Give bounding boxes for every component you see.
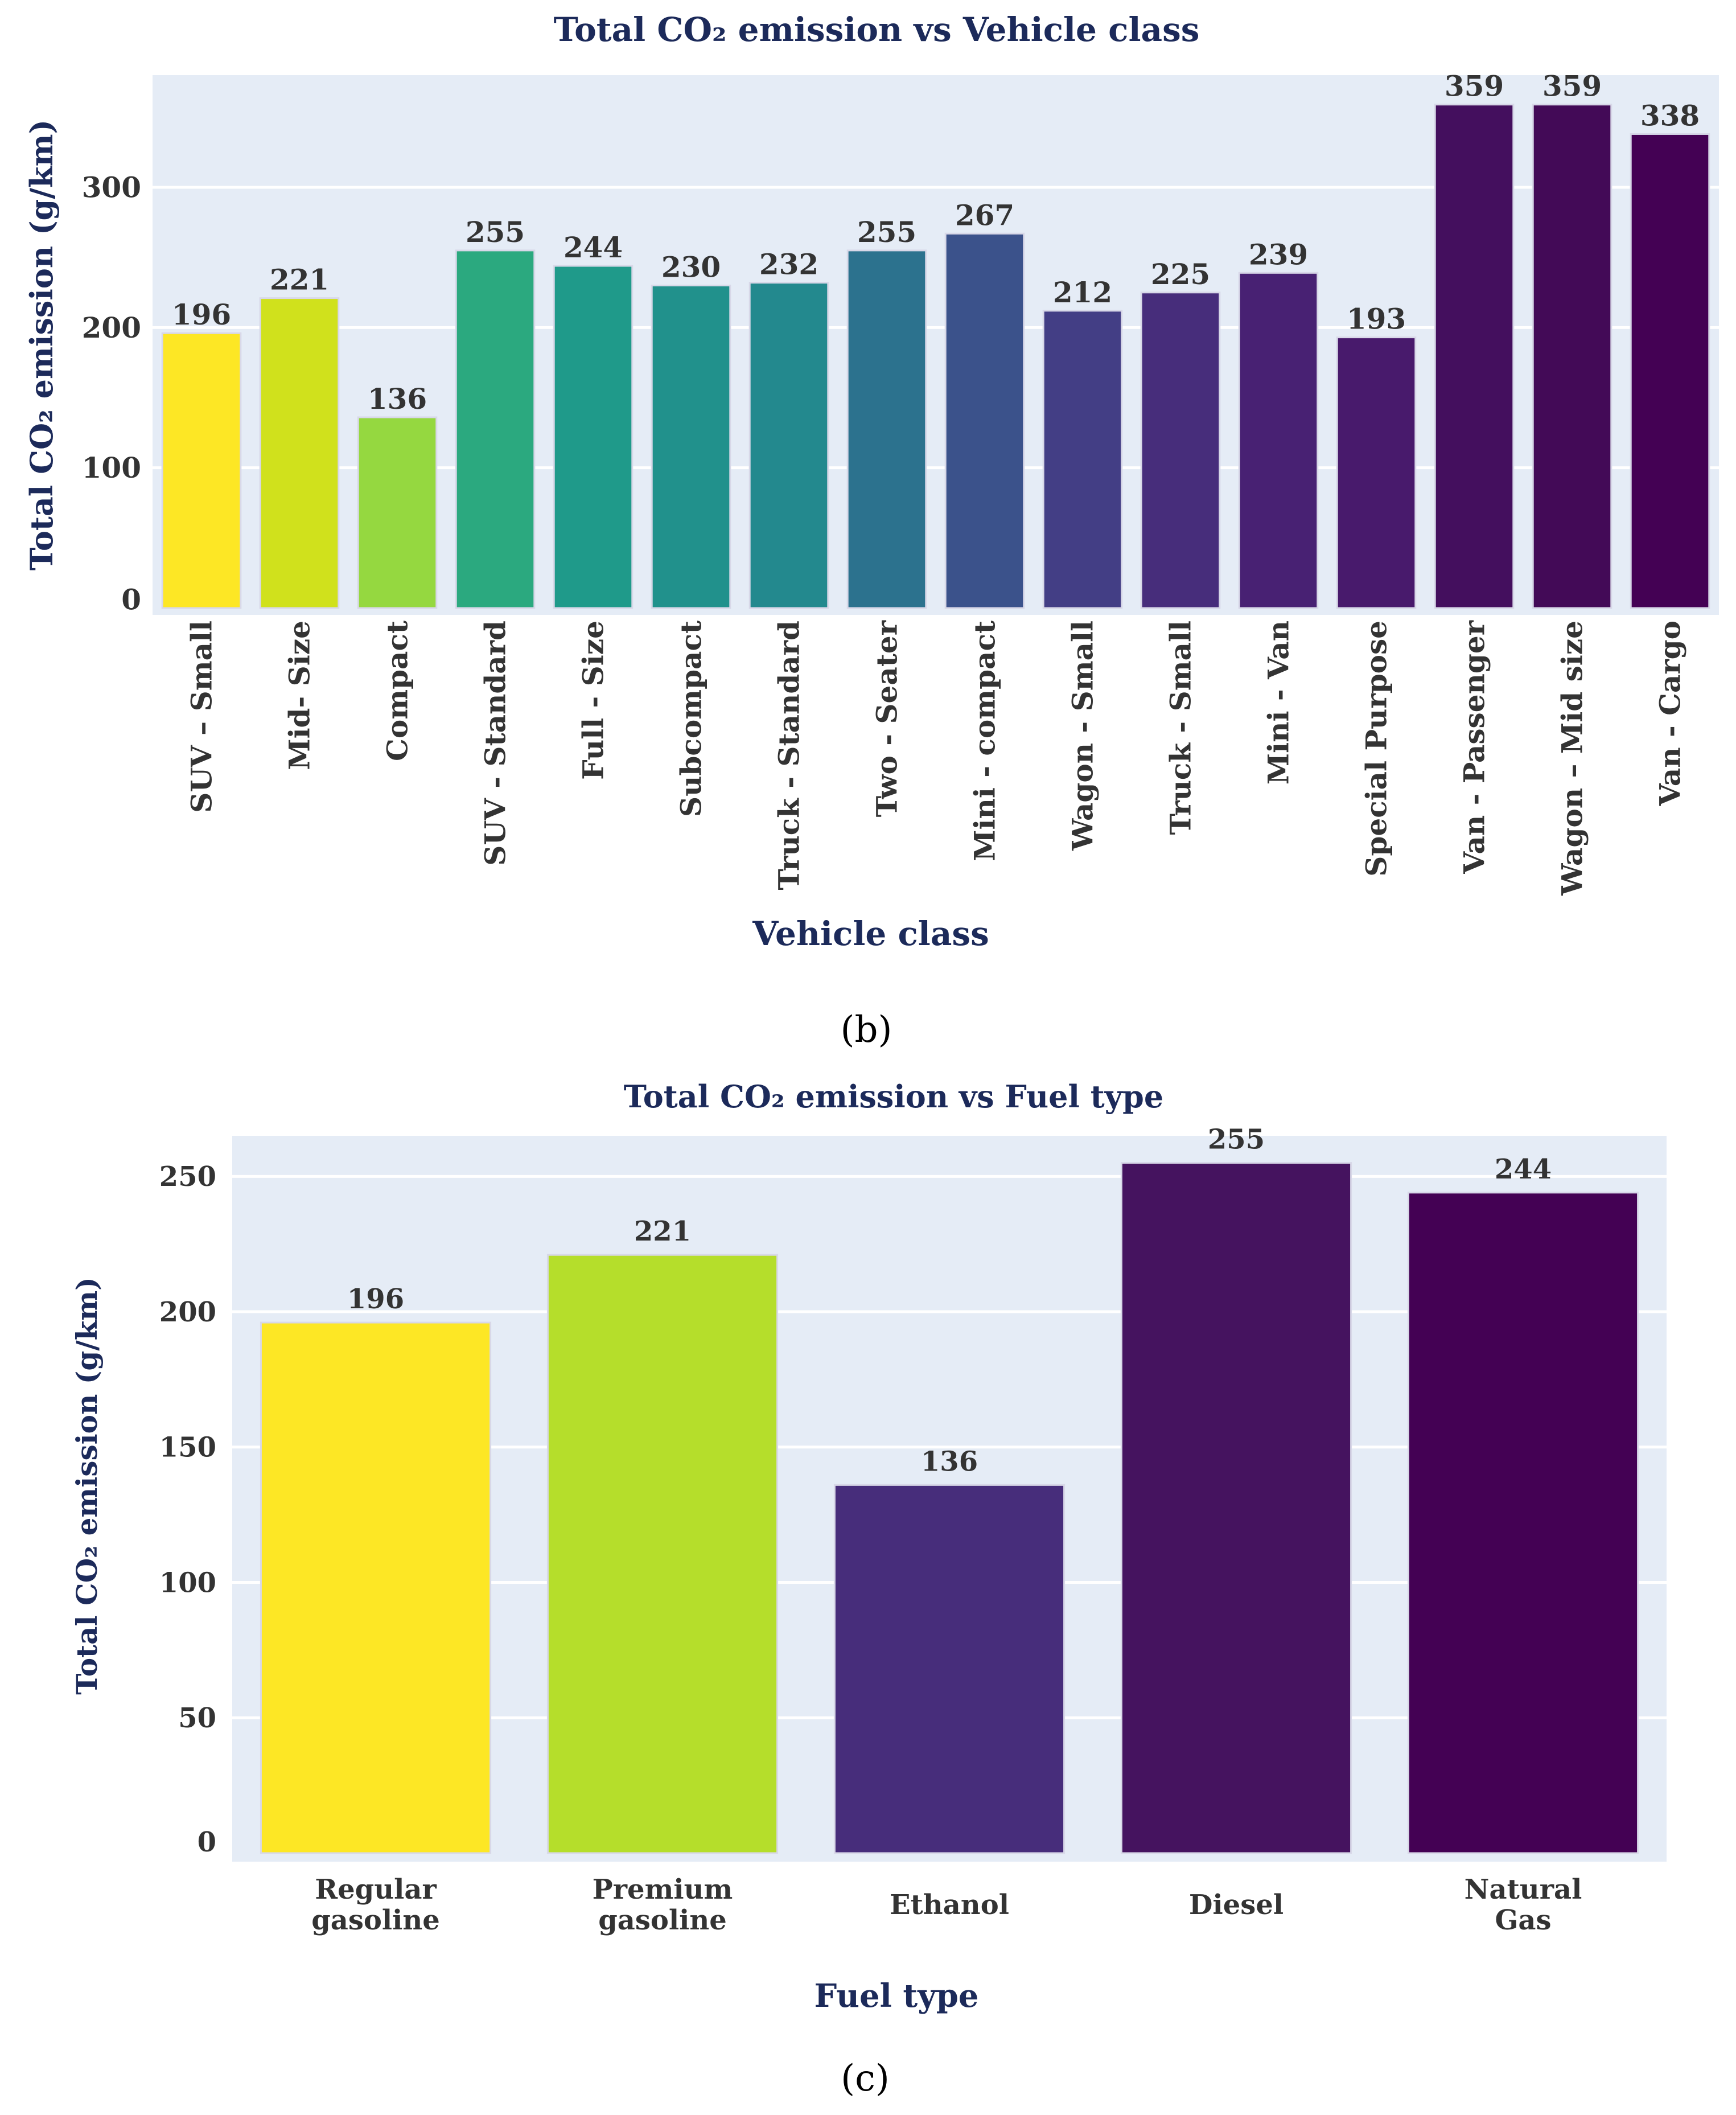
x-axis-title-vehicle-class: Vehicle class: [752, 914, 989, 953]
data-label: 244: [1495, 1153, 1552, 1185]
data-label: 221: [634, 1215, 691, 1247]
data-label: 232: [759, 248, 818, 281]
y-tick-label: 200: [159, 1296, 216, 1328]
x-tick-label: Natural Gas: [1465, 1874, 1582, 1936]
data-label: 244: [563, 231, 623, 264]
x-tick-label: Compact: [381, 621, 414, 761]
x-tick-label: Mini - Van: [1262, 621, 1295, 785]
bar: [1140, 291, 1221, 609]
x-tick-label: Mini - compact: [968, 621, 1002, 861]
bar: [748, 282, 829, 609]
x-tick-label: Ethanol: [890, 1889, 1009, 1921]
x-tick-label: Van - Cargo: [1653, 621, 1687, 806]
y-tick-label: 250: [159, 1161, 216, 1193]
data-label: 230: [661, 250, 721, 284]
bar: [546, 1254, 779, 1854]
x-tick-label: Van - Passenger: [1458, 620, 1491, 874]
data-label: 196: [347, 1283, 404, 1315]
bar: [553, 265, 633, 609]
chart-title-fuel-type: Total CO₂ emission vs Fuel type: [624, 1078, 1163, 1115]
data-label: 225: [1151, 257, 1210, 291]
bars-vehicle-class: 196 221 136 255 244 230 232 255 267 212 225 239 193 3…: [161, 69, 1710, 609]
chart-title-vehicle-class: Total CO₂ emission vs Vehicle class: [554, 10, 1200, 49]
x-ticks-fuel-type: Regular gasoline Premium gasoline Ethanol Die…: [311, 1874, 1582, 1936]
bar: [833, 1484, 1066, 1854]
y-axis-title-vehicle-class: Total CO₂ emission (g/km): [23, 120, 60, 570]
data-label: 267: [955, 198, 1014, 232]
x-tick-label: SUV – Small: [185, 621, 219, 813]
data-label: 239: [1249, 237, 1308, 271]
x-tick-label: Truck - Standard: [772, 621, 806, 890]
y-axis-title-fuel-type: Total CO₂ emission (g/km): [70, 1277, 104, 1695]
x-axis-title-fuel-type: Fuel type: [814, 1977, 978, 2015]
data-label: 212: [1053, 276, 1112, 309]
bar: [846, 249, 927, 609]
data-label: 136: [921, 1445, 978, 1477]
bar: [944, 232, 1025, 609]
y-ticks-vehicle-class: 0 100 200 300: [82, 171, 141, 617]
bar: [260, 1321, 492, 1854]
bar: [455, 249, 536, 609]
bars-fuel-type: 196 221 136 255 244: [260, 1124, 1639, 1854]
bar: [161, 332, 242, 609]
data-label: 196: [172, 298, 231, 331]
x-tick-label: Wagon - Small: [1066, 621, 1100, 851]
x-tick-label: Wagon – Mid size: [1556, 621, 1589, 896]
x-tick-label: Two - Seater: [870, 620, 904, 817]
x-tick-label: Special Purpose: [1360, 621, 1393, 877]
x-tick-label: Mid- Size: [283, 621, 316, 770]
y-tick-label: 200: [82, 311, 141, 344]
x-tick-label: Premium gasoline: [593, 1874, 733, 1936]
bar: [259, 297, 340, 609]
bar: [1238, 272, 1319, 609]
bar: [1407, 1192, 1639, 1854]
bar: [1630, 133, 1710, 609]
y-tick-label: 100: [159, 1567, 216, 1599]
x-ticks-vehicle-class: SUV – Small Mid- Size Compact SUV - Standar…: [185, 620, 1687, 896]
bar: [1434, 104, 1515, 609]
chart-fuel-type: Total CO₂ emission vs Fuel type 196 221 13…: [70, 1078, 1667, 2100]
x-tick-label: Truck - Small: [1164, 621, 1198, 835]
x-tick-label: Regular gasoline: [311, 1874, 440, 1936]
y-tick-label: 300: [82, 171, 141, 204]
x-tick-label: Full - Size: [577, 621, 610, 780]
y-tick-label: 150: [159, 1432, 216, 1464]
bar: [1120, 1162, 1352, 1854]
data-label: 255: [466, 215, 525, 249]
x-tick-label: Diesel: [1189, 1889, 1284, 1921]
data-label: 136: [368, 382, 427, 416]
panel-label-c: (c): [841, 2057, 890, 2100]
data-label: 221: [270, 263, 329, 297]
y-tick-label: 0: [121, 583, 141, 617]
bar: [651, 284, 731, 609]
data-label: 359: [1445, 69, 1504, 103]
bar: [1532, 104, 1612, 609]
bar: [1042, 310, 1123, 609]
data-label: 193: [1347, 302, 1406, 336]
bar: [357, 416, 438, 609]
data-label: 359: [1542, 69, 1602, 103]
chart-vehicle-class: Total CO₂ emission vs Vehicle class 196 2…: [23, 10, 1719, 1051]
y-tick-label: 100: [82, 451, 141, 484]
data-label: 338: [1640, 98, 1700, 132]
x-tick-label: Subcompact: [674, 621, 708, 817]
bar: [1336, 336, 1417, 609]
data-label: 255: [1208, 1124, 1265, 1156]
data-label: 255: [857, 215, 916, 249]
panel-label-b: (b): [841, 1009, 892, 1051]
y-tick-label: 50: [178, 1702, 216, 1734]
x-tick-label: SUV - Standard: [479, 621, 512, 866]
y-tick-label: 0: [198, 1826, 216, 1858]
y-ticks-fuel-type: 0 50 100 150 200 250: [159, 1161, 216, 1858]
